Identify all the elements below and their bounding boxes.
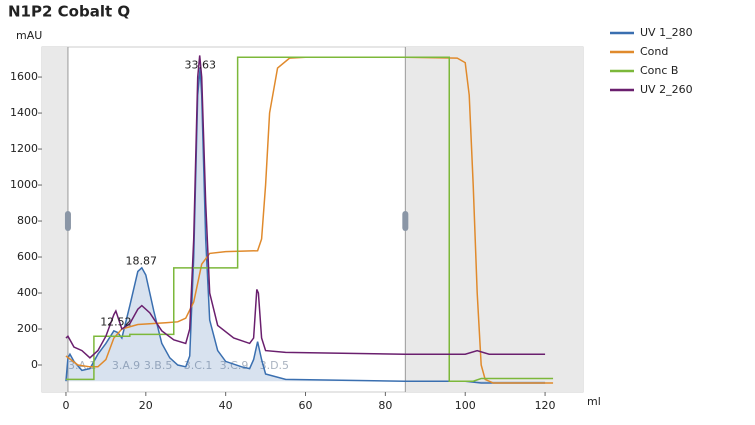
peak-label: 12.52 — [100, 316, 132, 329]
fraction-label: 3.C.1 — [184, 359, 213, 372]
fraction-label: 3.D.5 — [260, 359, 289, 372]
y-tick-label: 1400 — [10, 106, 38, 119]
x-tick-label: 40 — [219, 399, 233, 412]
y-tick-label: 0 — [31, 358, 38, 371]
y-tick-label: 800 — [17, 214, 38, 227]
y-tick-label: 200 — [17, 322, 38, 335]
x-tick-label: 0 — [62, 399, 69, 412]
y-tick-label: 1000 — [10, 178, 38, 191]
series-line — [65, 56, 554, 382]
legend-label: UV 1_280 — [640, 26, 693, 39]
peak-area — [65, 68, 546, 384]
x-tick-label: 120 — [535, 399, 556, 412]
y-tick-label: 1600 — [10, 70, 38, 83]
y-tick-label: 600 — [17, 250, 38, 263]
region-handle — [64, 211, 71, 232]
y-tick-label: 400 — [17, 286, 38, 299]
fraction-label: 3.A.9 — [112, 359, 140, 372]
legend-label: Cond — [640, 45, 668, 58]
peak-label: 18.87 — [126, 255, 158, 268]
series-line — [65, 67, 546, 384]
x-tick-label: 20 — [139, 399, 153, 412]
legend-label: Conc B — [640, 64, 678, 77]
x-tick-label: 80 — [378, 399, 392, 412]
peak-label: 33.63 — [184, 58, 216, 71]
shaded-region — [42, 47, 68, 392]
x-tick-label: 100 — [455, 399, 476, 412]
x-axis-label: ml — [587, 395, 601, 408]
region-handle — [402, 211, 409, 232]
chart-title: N1P2 Cobalt Q — [8, 3, 130, 21]
legend-label: UV 2_260 — [640, 83, 693, 96]
y-axis-label: mAU — [16, 29, 42, 42]
shaded-region — [405, 47, 583, 392]
series-line — [65, 55, 546, 359]
y-tick-label: 1200 — [10, 142, 38, 155]
fraction-label: 3.B.5 — [144, 359, 173, 372]
x-tick-label: 60 — [299, 399, 313, 412]
